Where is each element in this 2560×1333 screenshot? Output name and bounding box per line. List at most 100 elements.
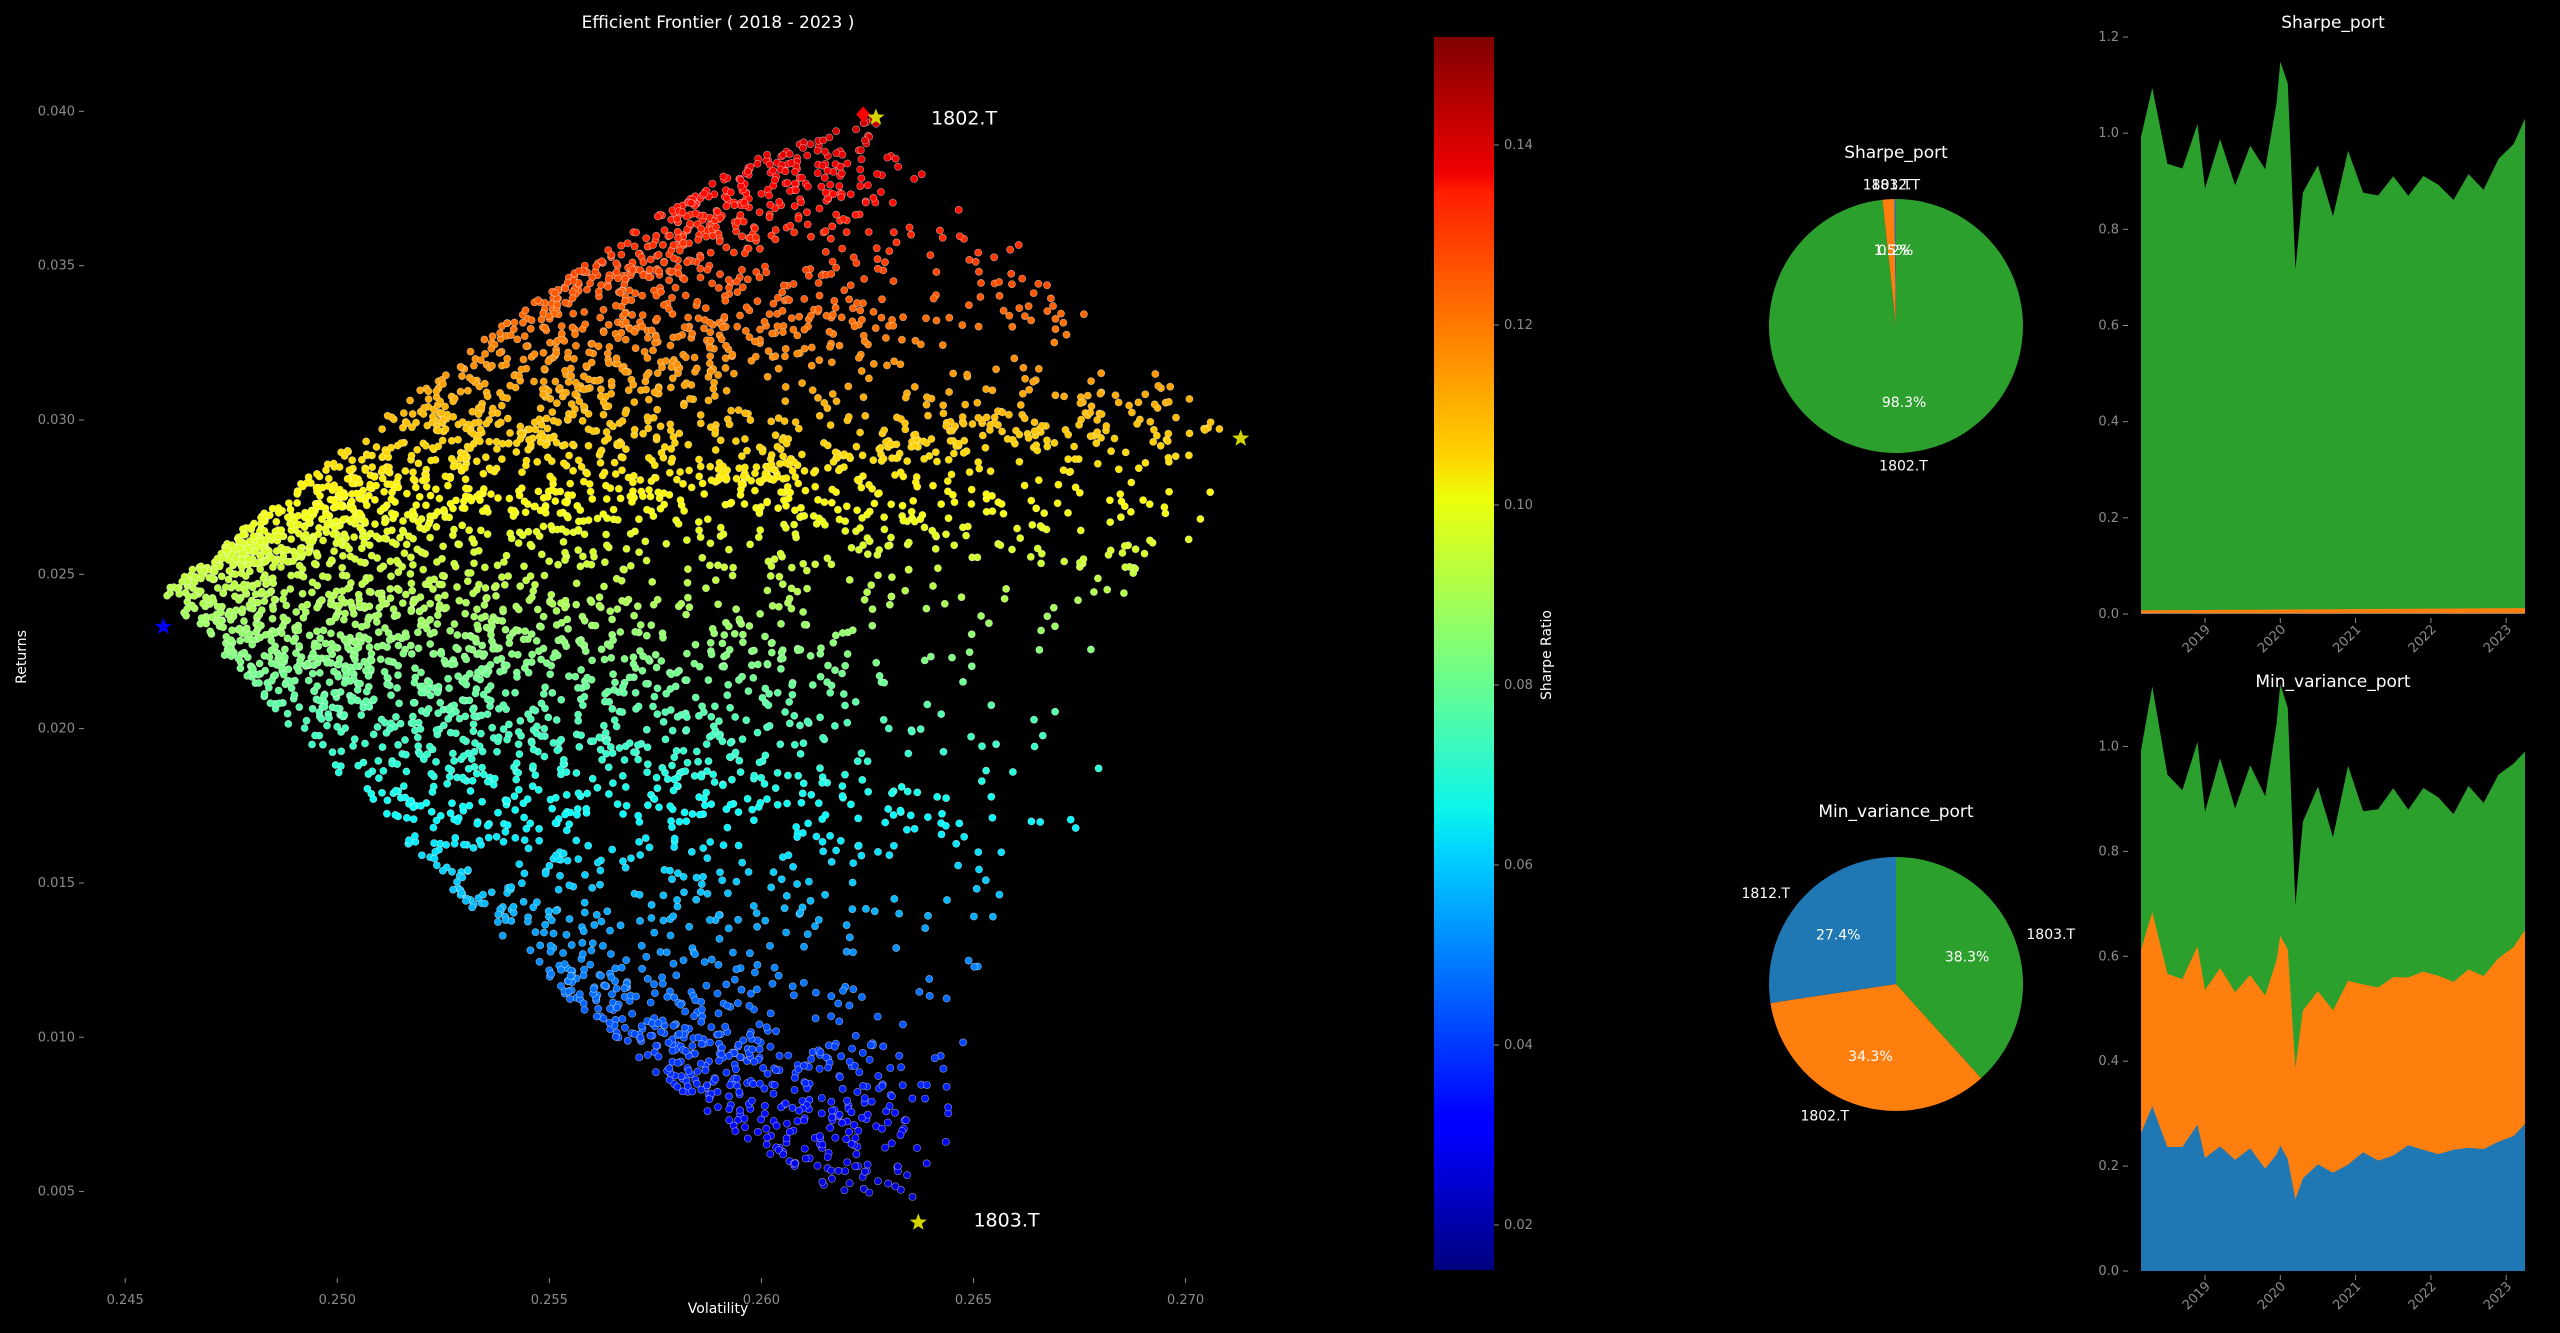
area-y-tick-label: 0.2 <box>2098 511 2119 526</box>
portfolio-point <box>356 558 365 566</box>
portfolio-point <box>569 410 577 419</box>
portfolio-point <box>406 641 415 650</box>
portfolio-point <box>346 552 355 561</box>
portfolio-point <box>1097 369 1106 378</box>
portfolio-point <box>861 198 870 207</box>
portfolio-point <box>598 755 606 764</box>
portfolio-point <box>695 662 704 671</box>
portfolio-point <box>711 425 720 434</box>
portfolio-point <box>680 275 689 284</box>
portfolio-point <box>836 1073 844 1081</box>
portfolio-point <box>526 572 535 580</box>
portfolio-point <box>693 297 702 306</box>
portfolio-point <box>373 723 382 731</box>
portfolio-point <box>1141 458 1150 467</box>
portfolio-point <box>217 616 226 625</box>
portfolio-point <box>755 758 764 767</box>
portfolio-point <box>599 942 607 950</box>
portfolio-point <box>476 425 485 434</box>
portfolio-point <box>910 824 919 833</box>
portfolio-point <box>459 735 467 744</box>
portfolio-point <box>506 429 514 437</box>
portfolio-point <box>643 768 651 777</box>
portfolio-point <box>643 413 652 422</box>
portfolio-point <box>638 666 647 675</box>
portfolio-point <box>549 653 558 662</box>
portfolio-point <box>1036 522 1045 530</box>
portfolio-point <box>903 787 912 796</box>
portfolio-point <box>670 843 679 851</box>
portfolio-point <box>604 282 612 291</box>
portfolio-point <box>683 758 692 767</box>
portfolio-point <box>995 890 1004 899</box>
portfolio-point <box>819 136 827 145</box>
portfolio-point <box>864 228 873 236</box>
portfolio-point <box>1166 382 1175 391</box>
portfolio-point <box>278 622 287 631</box>
portfolio-point <box>722 386 731 395</box>
portfolio-point <box>414 518 423 526</box>
portfolio-point <box>511 688 519 697</box>
portfolio-point <box>574 267 583 276</box>
portfolio-point <box>842 228 851 236</box>
portfolio-point <box>469 361 478 370</box>
portfolio-point <box>728 571 737 580</box>
portfolio-point <box>863 550 872 559</box>
portfolio-point <box>713 989 722 998</box>
portfolio-point <box>982 385 990 393</box>
portfolio-point <box>922 604 931 613</box>
portfolio-point <box>235 537 244 545</box>
portfolio-point <box>542 414 551 423</box>
portfolio-point <box>746 949 754 958</box>
portfolio-point <box>841 770 849 779</box>
portfolio-point <box>362 687 371 696</box>
portfolio-point <box>1120 589 1128 597</box>
portfolio-point <box>765 689 773 698</box>
portfolio-point <box>323 659 331 667</box>
portfolio-point <box>559 538 568 546</box>
portfolio-point <box>680 506 688 515</box>
portfolio-point <box>597 257 606 266</box>
portfolio-point <box>458 521 467 530</box>
portfolio-point <box>418 682 427 691</box>
portfolio-point <box>826 1123 834 1132</box>
portfolio-point <box>731 1127 740 1136</box>
portfolio-point <box>784 494 793 503</box>
portfolio-point <box>401 750 410 759</box>
portfolio-point <box>1110 434 1119 443</box>
portfolio-point <box>471 634 480 643</box>
portfolio-point <box>382 809 391 818</box>
portfolio-point <box>813 146 822 155</box>
portfolio-point <box>487 631 495 639</box>
portfolio-point <box>960 832 969 841</box>
portfolio-point <box>844 412 853 421</box>
portfolio-point <box>884 542 892 550</box>
portfolio-point <box>734 999 742 1007</box>
portfolio-point <box>1025 385 1034 394</box>
portfolio-point <box>683 578 692 587</box>
portfolio-point <box>408 410 417 418</box>
portfolio-point <box>400 549 409 558</box>
portfolio-point <box>514 740 523 749</box>
portfolio-point <box>765 310 774 318</box>
colorbar-tick-label: 0.08 <box>1504 678 1533 693</box>
portfolio-point <box>571 330 579 339</box>
portfolio-point <box>818 779 827 787</box>
portfolio-point <box>1006 245 1015 254</box>
portfolio-point <box>696 1059 705 1068</box>
portfolio-point <box>781 1099 790 1108</box>
portfolio-point <box>1049 603 1058 612</box>
portfolio-point <box>831 303 840 312</box>
portfolio-point <box>736 311 744 320</box>
portfolio-point <box>485 464 494 473</box>
portfolio-point <box>444 674 452 683</box>
portfolio-point <box>441 425 450 434</box>
portfolio-point <box>662 948 671 957</box>
portfolio-point <box>865 374 873 383</box>
portfolio-point <box>868 621 877 630</box>
portfolio-point <box>729 248 738 257</box>
portfolio-point <box>747 989 755 998</box>
portfolio-point <box>721 1022 730 1031</box>
portfolio-point <box>323 721 331 730</box>
portfolio-point <box>814 305 823 313</box>
